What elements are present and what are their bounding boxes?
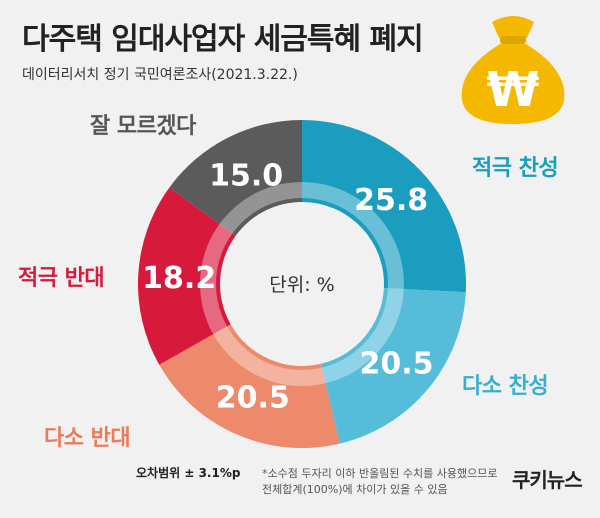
- slice-category-label: 잘 모르겠다: [90, 114, 196, 139]
- slice-category-label: 적극 찬성: [472, 156, 559, 181]
- donut-slice: [302, 120, 466, 293]
- slice-value-label: 25.8: [354, 183, 428, 218]
- slice-category-label: 다소 반대: [44, 426, 131, 451]
- won-symbol: ₩: [487, 62, 540, 118]
- footnote-line-1: *소수점 두자리 이하 반올림된 수치를 사용했으므로: [262, 467, 498, 480]
- brand-logo: 쿠키뉴스: [512, 468, 583, 492]
- margin-of-error: 오차범위 ± 3.1%p: [136, 466, 241, 480]
- slice-category-label: 적극 반대: [18, 266, 105, 291]
- slice-category-label: 다소 찬성: [462, 374, 549, 399]
- footnote: *소수점 두자리 이하 반올림된 수치를 사용했으므로 전체합계(100%)에 …: [262, 466, 502, 498]
- donut-inner-ring: [200, 182, 404, 386]
- page-title: 다주택 임대사업자 세금특혜 폐지: [22, 22, 424, 57]
- chart-center-label: 단위: %: [269, 274, 334, 296]
- slice-value-label: 20.5: [216, 381, 290, 416]
- money-bag-won-icon: ₩: [461, 16, 565, 124]
- donut-slice: [159, 324, 340, 449]
- donut-slice: [169, 120, 302, 236]
- slice-value-label: 20.5: [360, 347, 434, 382]
- slice-value-label: 15.0: [209, 158, 283, 193]
- donut-slice: [320, 288, 466, 444]
- page-subtitle: 데이터리서치 정기 국민여론조사(2021.3.22.): [22, 67, 298, 83]
- donut-slice: [138, 187, 236, 365]
- slice-value-label: 18.2: [142, 261, 216, 296]
- footnote-line-2: 전체합계(100%)에 차이가 있을 수 있음: [262, 483, 448, 496]
